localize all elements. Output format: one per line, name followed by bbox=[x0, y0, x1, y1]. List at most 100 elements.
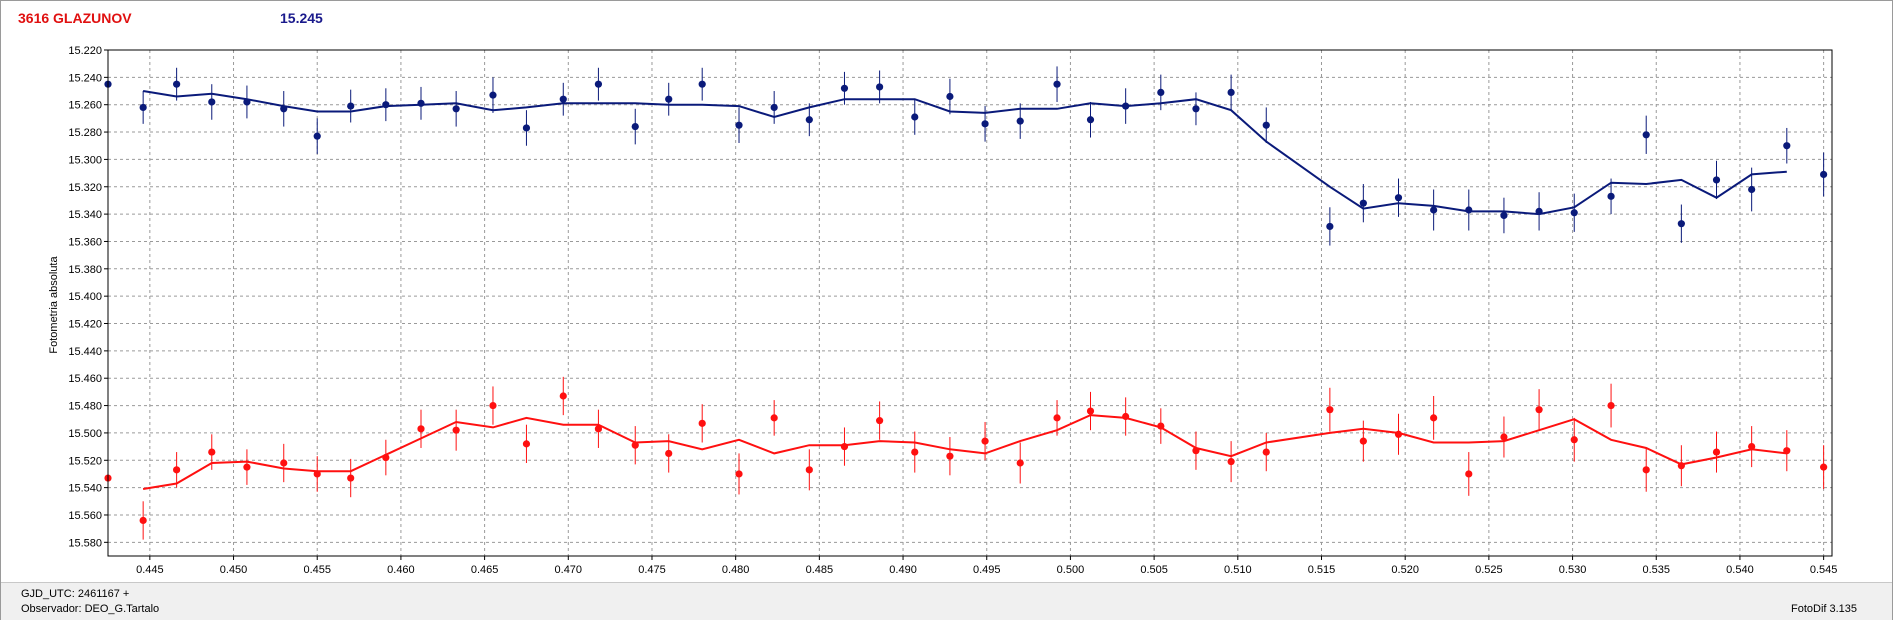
x-tick-label: 0.530 bbox=[1559, 564, 1587, 576]
data-point bbox=[1394, 430, 1403, 438]
data-point bbox=[770, 414, 778, 422]
data-point bbox=[173, 466, 181, 474]
data-point bbox=[1192, 447, 1200, 455]
y-tick-label: 15.420 bbox=[68, 319, 102, 331]
data-point bbox=[1677, 220, 1685, 228]
y-tick-label: 15.220 bbox=[68, 45, 102, 57]
x-tick-label: 0.475 bbox=[638, 564, 666, 576]
x-tick-label: 0.460 bbox=[387, 564, 415, 576]
data-point bbox=[1748, 185, 1756, 194]
x-tick-label: 0.485 bbox=[806, 564, 834, 576]
data-point bbox=[1227, 458, 1235, 466]
status-bar: GJD_UTC: 2461167 + Observador: DEO_G.Tar… bbox=[1, 582, 1892, 620]
data-point bbox=[631, 441, 639, 449]
data-point bbox=[1227, 88, 1235, 96]
data-points bbox=[104, 66, 1828, 540]
data-point bbox=[1122, 102, 1130, 110]
data-point bbox=[981, 120, 989, 128]
x-tick-label: 0.445 bbox=[136, 564, 164, 576]
data-point bbox=[594, 425, 603, 433]
x-tick-label: 0.540 bbox=[1726, 564, 1754, 576]
data-point bbox=[805, 466, 813, 474]
x-tick-label: 0.470 bbox=[555, 564, 583, 576]
data-point bbox=[452, 105, 460, 113]
data-point bbox=[1535, 207, 1543, 215]
y-tick-label: 15.520 bbox=[68, 455, 102, 467]
data-point bbox=[665, 449, 673, 458]
data-point bbox=[1016, 117, 1024, 125]
data-point bbox=[1086, 407, 1095, 415]
data-point bbox=[280, 105, 288, 113]
data-point bbox=[735, 470, 743, 478]
y-tick-label: 15.580 bbox=[68, 537, 102, 549]
data-point bbox=[559, 95, 567, 103]
data-point bbox=[1642, 131, 1650, 139]
data-point bbox=[1122, 412, 1130, 421]
data-point bbox=[1053, 80, 1061, 88]
object-name: 3616 GLAZUNOV bbox=[18, 10, 132, 26]
x-tick-label: 0.465 bbox=[471, 564, 499, 576]
data-point bbox=[1535, 406, 1543, 414]
data-point bbox=[559, 392, 567, 400]
data-point bbox=[840, 442, 849, 451]
x-tick-label: 0.515 bbox=[1308, 564, 1336, 576]
x-tick-label: 0.545 bbox=[1810, 564, 1838, 576]
reference-magnitude: 15.245 bbox=[280, 10, 323, 26]
x-tick-label: 0.520 bbox=[1391, 564, 1419, 576]
y-tick-label: 15.540 bbox=[68, 483, 102, 495]
x-tick-label: 0.490 bbox=[889, 564, 917, 576]
data-point bbox=[876, 83, 884, 91]
y-axis-label: Fotometria absoluta bbox=[48, 256, 60, 354]
data-point bbox=[1430, 206, 1438, 214]
data-point bbox=[1430, 414, 1438, 422]
y-tick-label: 15.560 bbox=[68, 510, 102, 522]
y-tick-label: 15.480 bbox=[68, 401, 102, 413]
data-point bbox=[522, 124, 531, 132]
y-tick-label: 15.400 bbox=[68, 291, 102, 303]
x-tick-label: 0.500 bbox=[1057, 564, 1085, 576]
data-point bbox=[1157, 88, 1165, 96]
x-tick-label: 0.525 bbox=[1475, 564, 1503, 576]
data-point bbox=[489, 401, 497, 410]
x-tick-label: 0.480 bbox=[722, 564, 750, 576]
data-point bbox=[631, 122, 639, 131]
y-tick-label: 15.300 bbox=[68, 154, 102, 166]
data-point bbox=[1326, 406, 1334, 414]
y-tick-label: 15.320 bbox=[68, 182, 102, 194]
data-point bbox=[139, 516, 147, 525]
data-point bbox=[208, 98, 216, 106]
data-point bbox=[698, 80, 706, 88]
y-tick-label: 15.460 bbox=[68, 373, 102, 385]
plot-border bbox=[107, 49, 1833, 557]
data-point bbox=[243, 463, 251, 471]
data-point bbox=[1053, 414, 1061, 422]
data-point bbox=[805, 116, 813, 124]
data-point bbox=[1783, 142, 1791, 150]
data-point bbox=[417, 99, 425, 107]
y-tick-label: 15.340 bbox=[68, 209, 102, 221]
data-point bbox=[1086, 116, 1095, 124]
data-point bbox=[1359, 199, 1367, 207]
data-point bbox=[1359, 437, 1367, 445]
data-point bbox=[1262, 448, 1270, 456]
data-point bbox=[876, 417, 884, 425]
data-point bbox=[1500, 211, 1508, 220]
data-point bbox=[1192, 105, 1200, 113]
trend-line-series-2 bbox=[142, 414, 1787, 490]
data-point bbox=[1465, 206, 1473, 214]
data-point bbox=[1712, 176, 1721, 184]
data-point bbox=[1820, 463, 1828, 471]
data-point bbox=[313, 132, 321, 140]
data-point bbox=[981, 437, 989, 445]
data-point bbox=[452, 426, 460, 434]
data-point bbox=[1394, 194, 1403, 202]
y-axis-ticks: 15.220 15.240 15.260 15.280 15.300 15.320 15.3… bbox=[68, 45, 108, 549]
data-point bbox=[946, 452, 954, 460]
data-point bbox=[417, 425, 425, 433]
grid bbox=[108, 49, 1832, 556]
data-point bbox=[946, 92, 954, 101]
data-point bbox=[770, 103, 778, 112]
y-tick-label: 15.440 bbox=[68, 346, 102, 358]
data-point bbox=[1157, 422, 1165, 430]
